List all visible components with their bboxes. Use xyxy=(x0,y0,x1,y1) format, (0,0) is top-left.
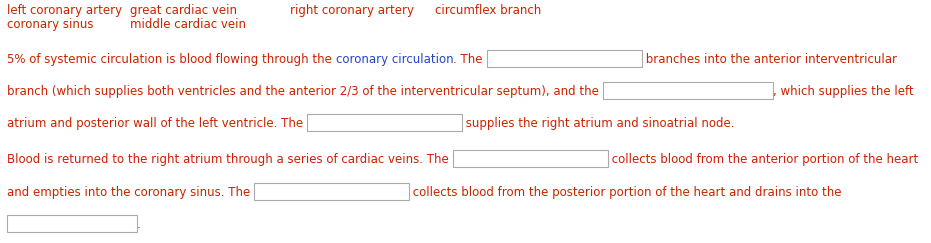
Bar xyxy=(254,183,409,200)
Text: right coronary artery: right coronary artery xyxy=(290,4,414,17)
Text: branch (which supplies both ventricles and the anterior 2/3 of the interventricu: branch (which supplies both ventricles a… xyxy=(7,85,602,98)
Bar xyxy=(452,150,608,167)
Text: , which supplies the left: , which supplies the left xyxy=(773,85,913,98)
Text: Blood is returned to the right atrium through a series of cardiac veins. The: Blood is returned to the right atrium th… xyxy=(7,153,452,166)
Bar xyxy=(487,50,641,67)
Text: supplies the right atrium and sinoatrial node.: supplies the right atrium and sinoatrial… xyxy=(462,117,735,130)
Text: collects blood from the posterior portion of the heart and drains into the: collects blood from the posterior portio… xyxy=(409,186,842,199)
Bar xyxy=(7,215,137,232)
Text: and empties into the coronary sinus. The: and empties into the coronary sinus. The xyxy=(7,186,254,199)
Text: branches into the anterior interventricular: branches into the anterior interventricu… xyxy=(641,53,897,66)
Text: . The: . The xyxy=(453,53,487,66)
Text: middle cardiac vein: middle cardiac vein xyxy=(130,18,246,31)
Text: left coronary artery: left coronary artery xyxy=(7,4,122,17)
Bar xyxy=(602,82,773,99)
Text: coronary circulation: coronary circulation xyxy=(335,53,453,66)
Bar xyxy=(307,114,462,131)
Text: great cardiac vein: great cardiac vein xyxy=(130,4,237,17)
Text: .: . xyxy=(137,218,141,231)
Text: atrium and posterior wall of the left ventricle. The: atrium and posterior wall of the left ve… xyxy=(7,117,307,130)
Text: 5% of systemic circulation is blood flowing through the: 5% of systemic circulation is blood flow… xyxy=(7,53,335,66)
Text: coronary sinus: coronary sinus xyxy=(7,18,93,31)
Text: circumflex branch: circumflex branch xyxy=(435,4,541,17)
Text: collects blood from the anterior portion of the heart: collects blood from the anterior portion… xyxy=(608,153,918,166)
